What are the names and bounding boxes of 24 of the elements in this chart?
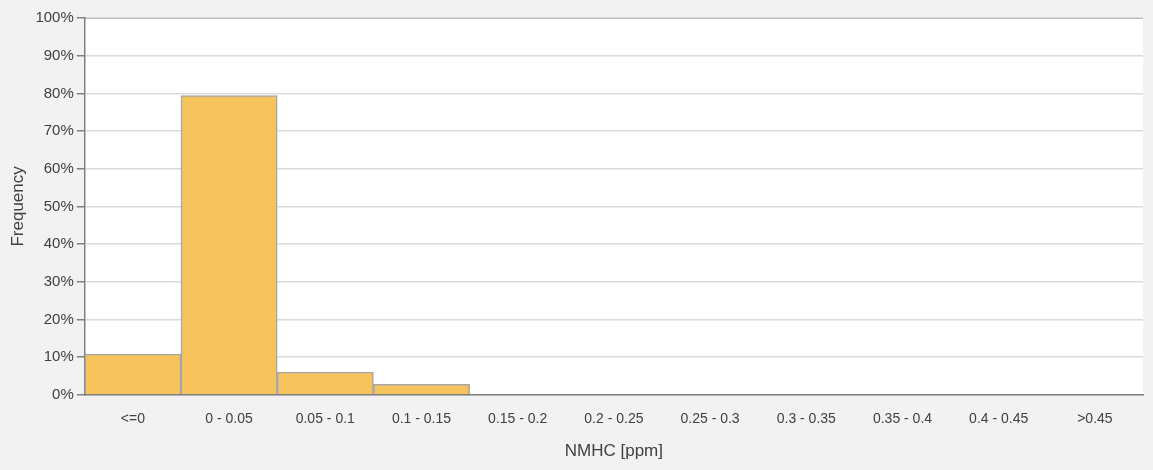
y-tick-label: 30% — [43, 271, 74, 289]
x-tick-label: 0.2 - 0.25 — [584, 410, 644, 427]
x-tick-label: 0.4 - 0.45 — [969, 410, 1029, 427]
x-tick-label: 0.05 - 0.1 — [295, 410, 356, 427]
x-axis-title: NMHC [ppm] — [564, 441, 663, 461]
y-tick-label: 60% — [43, 158, 74, 176]
x-tick-label: 0.1 - 0.15 — [391, 410, 452, 427]
y-tick-label: 80% — [43, 83, 74, 101]
x-tick-label: 0.3 - 0.35 — [776, 410, 837, 427]
y-tick-label: 90% — [43, 45, 74, 63]
y-tick-label: 0% — [52, 384, 74, 402]
y-tick-label: 40% — [43, 234, 74, 252]
y-tick-label: 10% — [43, 347, 74, 365]
x-tick-label: 0 - 0.05 — [205, 410, 254, 427]
y-axis-title: Frequency — [7, 165, 27, 247]
x-tick-label: 0.35 - 0.4 — [872, 410, 933, 427]
y-tick-label: 50% — [43, 196, 74, 214]
x-tick-label: >0.45 — [1077, 410, 1113, 427]
y-tick-label: 70% — [43, 121, 74, 139]
y-tick-label: 100% — [35, 8, 74, 26]
x-tick-label: 0.15 - 0.2 — [488, 410, 548, 427]
x-tick-label: 0.25 - 0.3 — [680, 410, 740, 427]
y-tick-label: 20% — [43, 309, 74, 327]
x-tick-label: <=0 — [120, 410, 146, 427]
